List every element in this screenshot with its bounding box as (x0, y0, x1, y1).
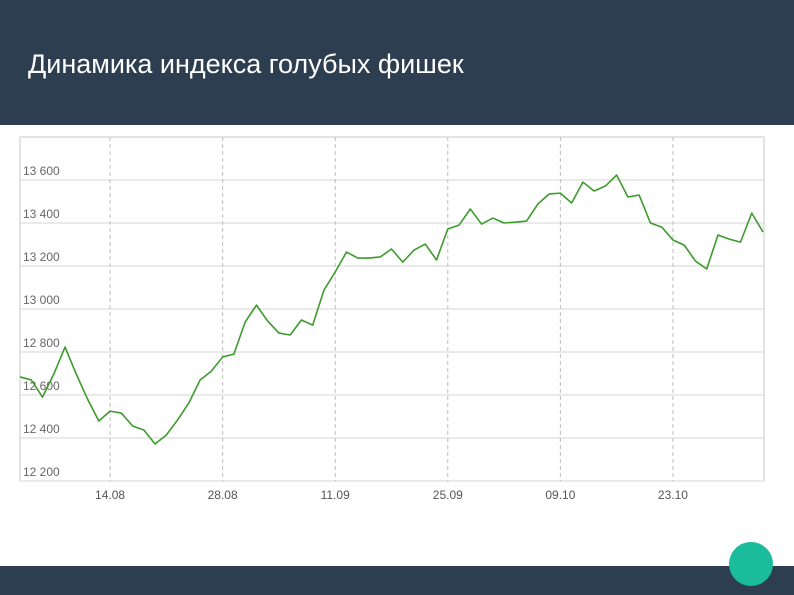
x-tick-label: 14.08 (95, 488, 125, 502)
x-tick-label: 25.09 (433, 488, 463, 502)
badge (729, 542, 773, 586)
y-tick-label: 12 400 (23, 422, 60, 436)
y-tick-label: 12 200 (23, 465, 60, 479)
y-tick-label: 13 200 (23, 250, 60, 264)
y-tick-label: 13 600 (23, 164, 60, 178)
y-tick-label: 13 000 (23, 293, 60, 307)
slide-title: Динамика индекса голубых фишек (28, 49, 464, 79)
footer-band (0, 566, 794, 595)
chart: 12 200 12 400 12 600 12 800 13 000 13 200 13 4… (19, 136, 765, 502)
x-tick-label: 11.09 (321, 488, 350, 502)
x-tick-label: 23.10 (658, 488, 688, 502)
x-tick-label: 28.08 (208, 488, 238, 502)
y-tick-label: 12 800 (23, 336, 60, 350)
y-tick-label: 12 600 (23, 379, 60, 393)
header-edge (14, 125, 771, 131)
data-line (19, 174, 764, 445)
y-tick-label: 13 400 (23, 207, 60, 221)
x-tick-label: 09.10 (545, 488, 575, 502)
header-band (0, 0, 794, 125)
